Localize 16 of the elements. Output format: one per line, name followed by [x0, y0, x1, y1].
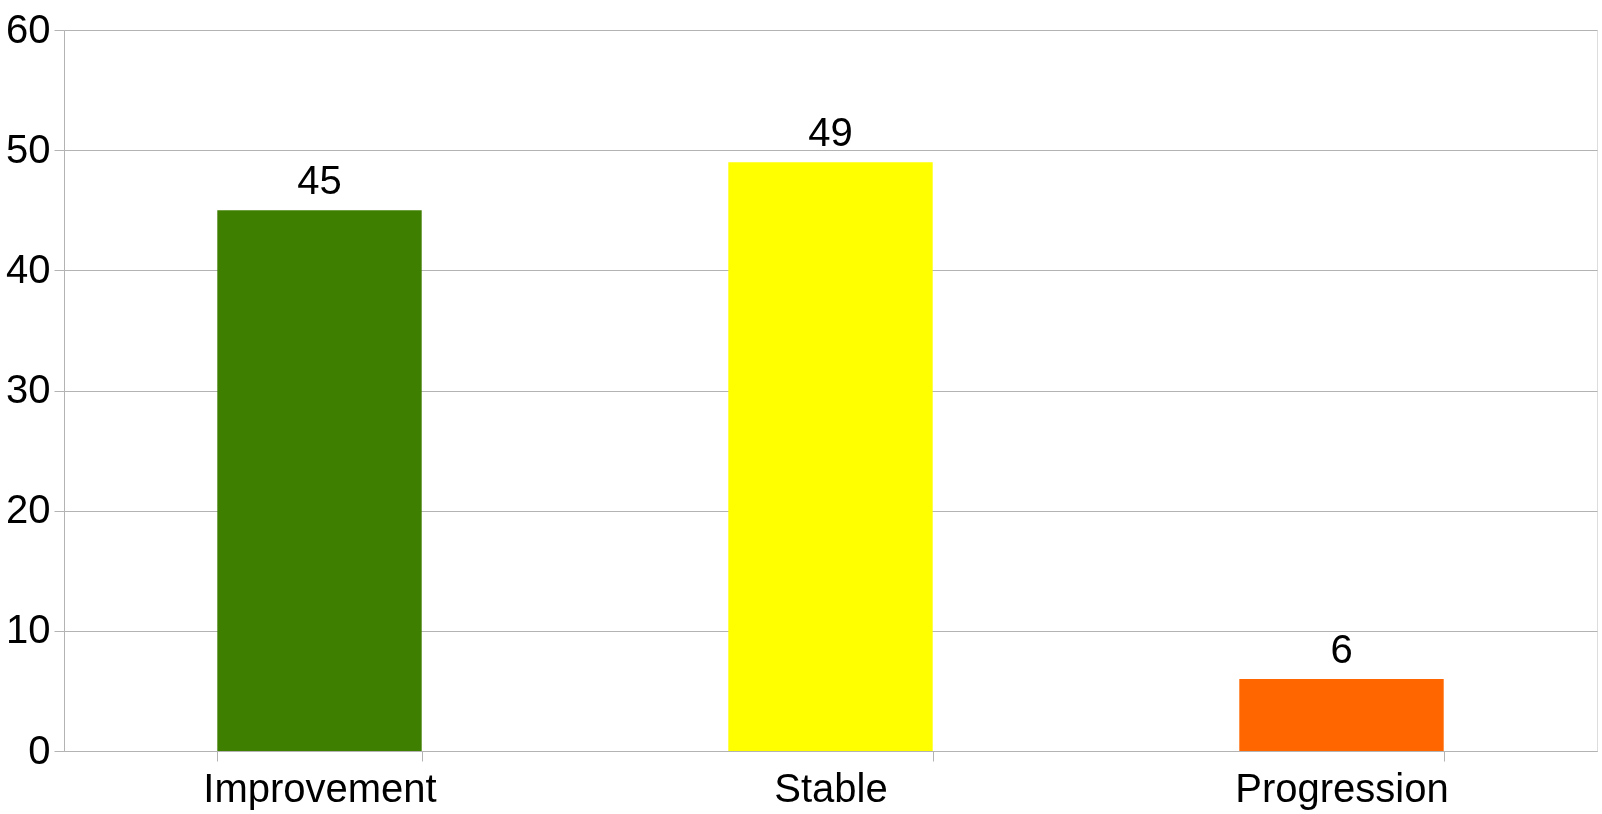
- y-tick-label: 50: [6, 126, 51, 171]
- bar: [217, 210, 422, 751]
- bar: [1239, 678, 1444, 751]
- y-tick-label: 40: [6, 246, 51, 291]
- y-tick-label: 10: [6, 607, 51, 652]
- y-tick-label: 60: [6, 6, 51, 51]
- data-label: 49: [808, 110, 853, 155]
- y-tick-label: 20: [6, 487, 51, 532]
- x-tick-label: Progression: [1235, 765, 1449, 810]
- x-tick-label: Improvement: [203, 765, 437, 810]
- y-tick-label: 30: [6, 367, 51, 411]
- data-label: 6: [1330, 626, 1353, 671]
- bar: [728, 162, 933, 751]
- x-tick-label: Stable: [774, 765, 888, 810]
- data-label: 45: [297, 158, 342, 203]
- y-tick-label: 0: [28, 727, 51, 772]
